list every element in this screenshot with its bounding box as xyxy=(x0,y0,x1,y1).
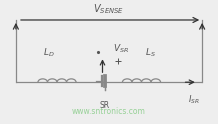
Text: $V_{SR}$: $V_{SR}$ xyxy=(113,43,129,55)
Text: SR: SR xyxy=(100,101,110,110)
Text: $L_S$: $L_S$ xyxy=(145,46,156,59)
Text: $L_D$: $L_D$ xyxy=(43,46,54,59)
Text: $V_{SENSE}$: $V_{SENSE}$ xyxy=(94,3,124,16)
Text: www.sntronics.com: www.sntronics.com xyxy=(72,107,146,116)
Text: $I_{SR}$: $I_{SR}$ xyxy=(188,94,200,107)
